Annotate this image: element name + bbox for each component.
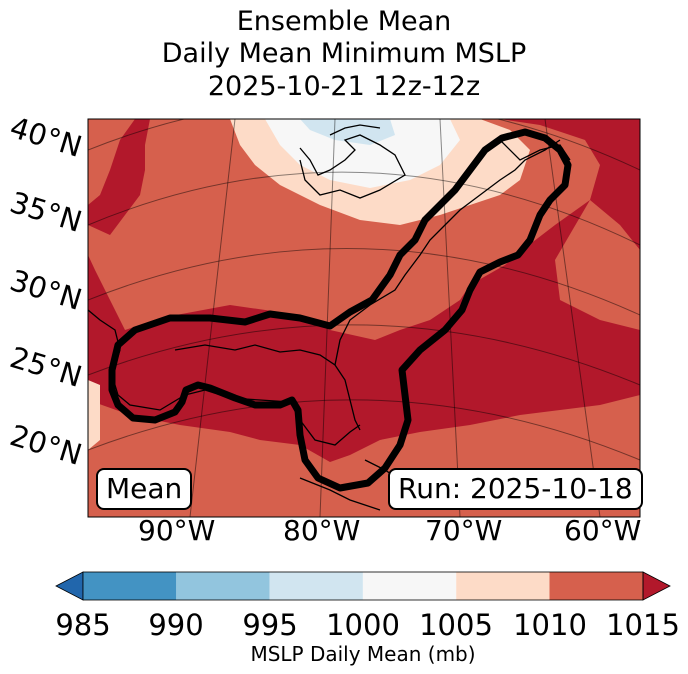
colorbar-tick-1010: 1010 [513,608,587,642]
map-frame [87,118,641,518]
colorbar [55,571,671,601]
field-1000-1005 [265,119,460,188]
colorbar-bin-990-995 [176,572,270,600]
colorbar-bin-995-1000 [269,572,363,600]
colorbar-extend-low [55,571,84,601]
lon-label-90w: 90°W [138,514,216,547]
map-area [88,119,640,517]
lon-label-60w: 60°W [564,514,642,547]
run-label: Run: 2025-10-18 [388,468,643,510]
colorbar-tick-1015: 1015 [606,608,680,642]
colorbar-tick-990: 990 [148,608,204,642]
colorbar-bin-1005-1010 [456,572,550,600]
lon-label-70w: 70°W [425,514,503,547]
title-line-2: Daily Mean Minimum MSLP [161,38,527,69]
field-1010-1015-atlantic [555,200,640,330]
graticule [88,119,640,517]
colorbar-bin-1000-1005 [362,572,457,600]
mean-label: Mean [96,468,193,510]
colorbar-bin-985-990 [83,572,177,600]
field-1005-1010-west [88,380,100,450]
colorbar-tick-985: 985 [55,608,111,642]
mslp-contour [108,128,572,492]
colorbar-bin-1010-1015 [549,572,643,600]
colorbar-tick-995: 995 [242,608,298,642]
lon-label-80w: 80°W [283,514,361,547]
field-995-1000 [300,119,395,145]
colorbar-extend-high [642,571,671,601]
field-1010-1015-west [88,119,135,205]
colorbar-tick-1000: 1000 [326,608,400,642]
colorbar-label: MSLP Daily Mean (mb) [250,642,476,666]
colorbar-tick-1005: 1005 [419,608,493,642]
title-line-1: Ensemble Mean [236,6,452,37]
title-line-3: 2025-10-21 12z-12z [207,71,481,102]
